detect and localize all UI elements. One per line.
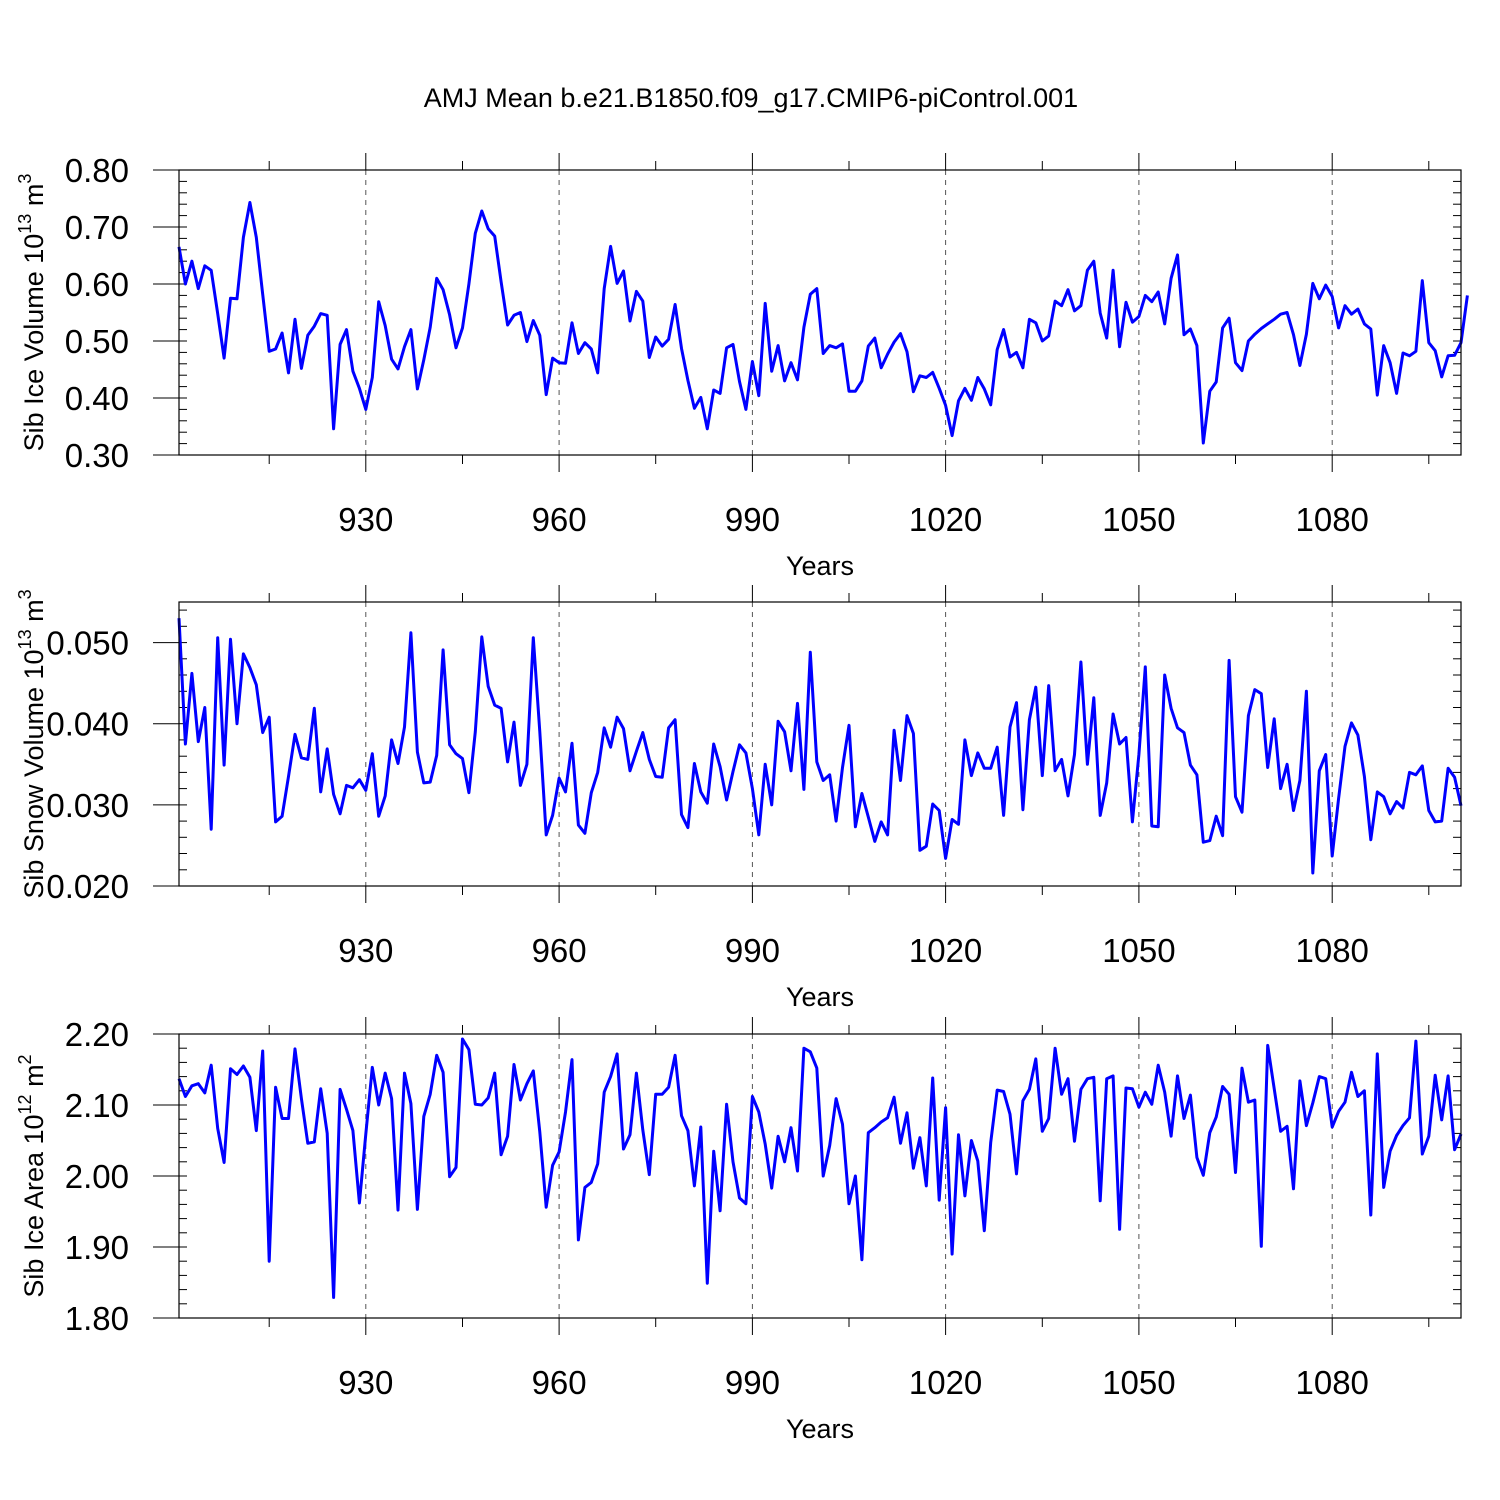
y-axis-title-exponent: 13 [15, 629, 35, 649]
x-tick-label: 960 [532, 501, 587, 538]
x-tick-label: 990 [725, 1364, 780, 1401]
x-tick-label: 930 [338, 501, 393, 538]
y-axis-title: Sib Ice Area 1012 m2 [15, 1054, 49, 1297]
y-tick-label: 2.00 [65, 1158, 129, 1195]
plot-frame [178, 601, 1462, 887]
y-axis-title-unit: m [19, 599, 49, 629]
y-axis-title-unit-exponent: 3 [15, 174, 35, 184]
chart-panel-ice-area: 1.80 1.90 2.00 2.10 2.20 930 960 990 1020 1050 108… [15, 1016, 1463, 1444]
y-tick-label: 0.050 [46, 625, 129, 662]
y-axis-title-exponent: 12 [15, 1094, 35, 1114]
x-tick-label: 1080 [1295, 932, 1368, 969]
chart-panels: 0.30 0.40 0.50 0.60 0.70 0.80 930 960 990 1020 105… [15, 152, 1469, 1444]
x-tick-label: 1020 [909, 501, 982, 538]
y-axis-title-exponent: 13 [15, 214, 35, 234]
x-tick-label: 1020 [909, 932, 982, 969]
series-line [177, 201, 1469, 445]
y-axis-title-unit: m [19, 1064, 49, 1094]
x-axis-title: Years [786, 551, 854, 581]
y-axis-title-base: Sib Ice Volume 10 [19, 234, 49, 452]
x-tick-label: 990 [725, 932, 780, 969]
series-line [177, 618, 1463, 875]
y-axis-title-unit-exponent: 3 [15, 589, 35, 599]
y-tick-label: 0.30 [65, 437, 129, 474]
x-tick-label: 960 [532, 932, 587, 969]
x-tick-label: 960 [532, 1364, 587, 1401]
y-tick-label: 2.10 [65, 1087, 129, 1124]
y-axis-title: Sib Snow Volume 1013 m3 [15, 589, 49, 898]
chart-panel-snow-volume: 0.020 0.030 0.040 0.050 930 960 990 1020 1050 108… [15, 585, 1463, 1012]
y-tick-label: 0.50 [65, 323, 129, 360]
y-tick-label: 2.20 [65, 1016, 129, 1053]
x-tick-label: 1050 [1102, 501, 1175, 538]
x-tick-label: 930 [338, 932, 393, 969]
x-tick-label: 990 [725, 501, 780, 538]
y-tick-label: 0.040 [46, 706, 129, 743]
y-tick-label: 1.80 [65, 1300, 129, 1337]
y-tick-label: 0.80 [65, 152, 129, 189]
x-tick-label: 1080 [1295, 501, 1368, 538]
x-tick-label: 930 [338, 1364, 393, 1401]
x-tick-label: 1050 [1102, 932, 1175, 969]
y-tick-label: 0.70 [65, 209, 129, 246]
y-tick-label: 0.020 [46, 868, 129, 905]
plot-frame [178, 1033, 1462, 1319]
y-tick-label: 0.60 [65, 266, 129, 303]
x-tick-label: 1020 [909, 1364, 982, 1401]
y-tick-label: 0.030 [46, 787, 129, 824]
y-axis-title-unit-exponent: 2 [15, 1054, 35, 1064]
plot-frame [178, 169, 1462, 456]
y-tick-label: 0.40 [65, 380, 129, 417]
y-axis-title-unit: m [19, 184, 49, 214]
y-axis-title-base: Sib Snow Volume 10 [19, 649, 49, 898]
x-axis-title: Years [786, 982, 854, 1012]
y-axis-title-base: Sib Ice Area 10 [19, 1114, 49, 1297]
figure-title: AMJ Mean b.e21.B1850.f09_g17.CMIP6-piCon… [424, 83, 1078, 113]
x-tick-label: 1080 [1295, 1364, 1368, 1401]
series-line [177, 1037, 1463, 1299]
y-axis-title: Sib Ice Volume 1013 m3 [15, 174, 49, 452]
chart-panel-ice-volume: 0.30 0.40 0.50 0.60 0.70 0.80 930 960 990 1020 105… [15, 152, 1469, 581]
y-tick-label: 1.90 [65, 1229, 129, 1266]
x-tick-label: 1050 [1102, 1364, 1175, 1401]
x-axis-title: Years [786, 1414, 854, 1444]
